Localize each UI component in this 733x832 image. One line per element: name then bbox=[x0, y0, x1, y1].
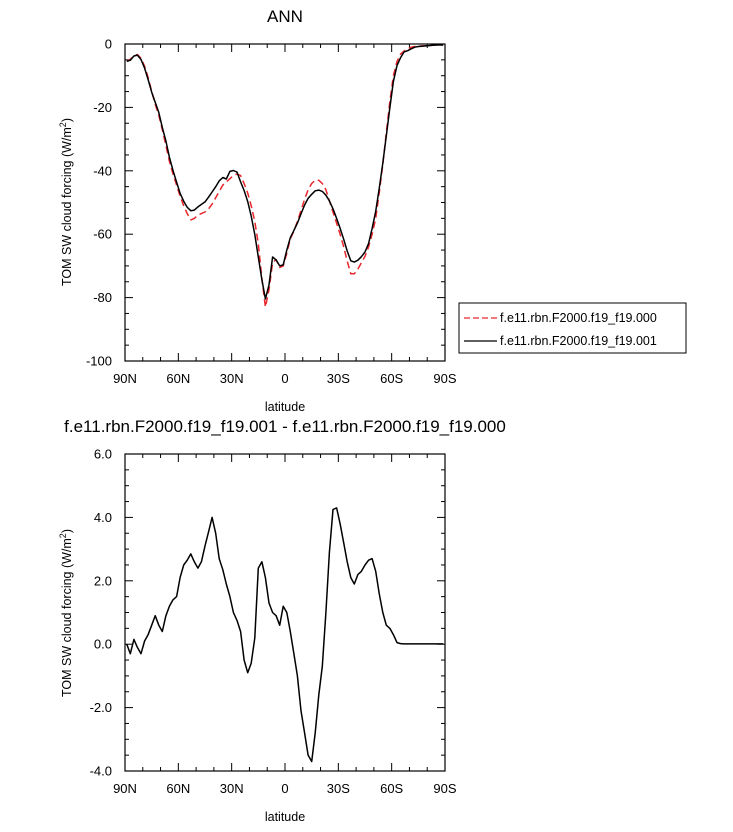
top-x-tick-label: 90N bbox=[113, 371, 137, 386]
bottom-chart-ticks: 90N 60N 30N 0 30S 60S 90S 6.0 4.0 2.0 0.0 -2.0 -4.0 bbox=[90, 447, 457, 797]
top-x-tick-label: 90S bbox=[433, 371, 456, 386]
top-series-line-1 bbox=[126, 44, 444, 300]
legend-label-001: f.e11.rbn.F2000.f19_f19.001 bbox=[500, 334, 657, 348]
top-y-tick-label: -80 bbox=[93, 290, 112, 305]
bottom-series-line-0 bbox=[126, 507, 444, 763]
bottom-x-tick-label: 60S bbox=[380, 781, 403, 796]
top-x-tick-label: 60N bbox=[166, 371, 190, 386]
top-chart-title: ANN bbox=[267, 7, 303, 26]
top-y-tick-label: -40 bbox=[93, 163, 112, 178]
bottom-x-tick-label: 30S bbox=[327, 781, 350, 796]
bottom-x-tick-label: 90N bbox=[113, 781, 137, 796]
bottom-y-tick-label: 0.0 bbox=[94, 637, 112, 652]
bottom-chart-series bbox=[126, 507, 444, 763]
bottom-x-tick-label: 90S bbox=[433, 781, 456, 796]
legend-label-000: f.e11.rbn.F2000.f19_f19.000 bbox=[500, 311, 657, 325]
top-legend: f.e11.rbn.F2000.f19_f19.000 f.e11.rbn.F2… bbox=[458, 302, 687, 354]
bottom-y-tick-label: -2.0 bbox=[90, 700, 112, 715]
top-y-tick-label: 0 bbox=[105, 37, 112, 52]
bottom-x-tick-label: 30N bbox=[220, 781, 244, 796]
top-y-tick-label: -60 bbox=[93, 227, 112, 242]
bottom-y-tick-label: -4.0 bbox=[90, 764, 112, 779]
bottom-plot-frame bbox=[124, 453, 446, 772]
top-chart-series bbox=[126, 44, 444, 308]
top-x-tick-label: 0 bbox=[281, 371, 288, 386]
bottom-y-tick-label: 4.0 bbox=[94, 510, 112, 525]
top-plot-frame bbox=[124, 43, 446, 362]
bottom-y-tick-label: 6.0 bbox=[94, 447, 112, 462]
top-series-line-0 bbox=[126, 44, 444, 308]
top-panel: ANN 90N 60N 30N 0 30S 60S 90S 0 -20 -40 -60 -80 -100… bbox=[58, 7, 687, 414]
top-x-tick-label: 60S bbox=[380, 371, 403, 386]
top-y-tick-label: -100 bbox=[86, 354, 112, 369]
top-x-tick-label: 30N bbox=[220, 371, 244, 386]
top-x-axis-label: latitude bbox=[265, 400, 305, 414]
bottom-x-tick-label: 0 bbox=[281, 781, 288, 796]
top-y-axis-label: TOM SW cloud forcing (W/m2) bbox=[58, 118, 74, 286]
bottom-y-tick-label: 2.0 bbox=[94, 573, 112, 588]
bottom-y-axis-label: TOM SW cloud forcing (W/m2) bbox=[58, 529, 74, 697]
bottom-x-tick-label: 60N bbox=[166, 781, 190, 796]
bottom-x-axis-label: latitude bbox=[265, 810, 305, 824]
bottom-chart-title: f.e11.rbn.F2000.f19_f19.001 - f.e11.rbn.… bbox=[64, 417, 506, 436]
top-chart-ticks: 90N 60N 30N 0 30S 60S 90S 0 -20 -40 -60 -80 -100 bbox=[86, 37, 457, 387]
legend-box bbox=[458, 302, 687, 354]
top-y-tick-label: -20 bbox=[93, 100, 112, 115]
top-x-tick-label: 30S bbox=[327, 371, 350, 386]
bottom-panel: f.e11.rbn.F2000.f19_f19.001 - f.e11.rbn.… bbox=[58, 417, 506, 824]
